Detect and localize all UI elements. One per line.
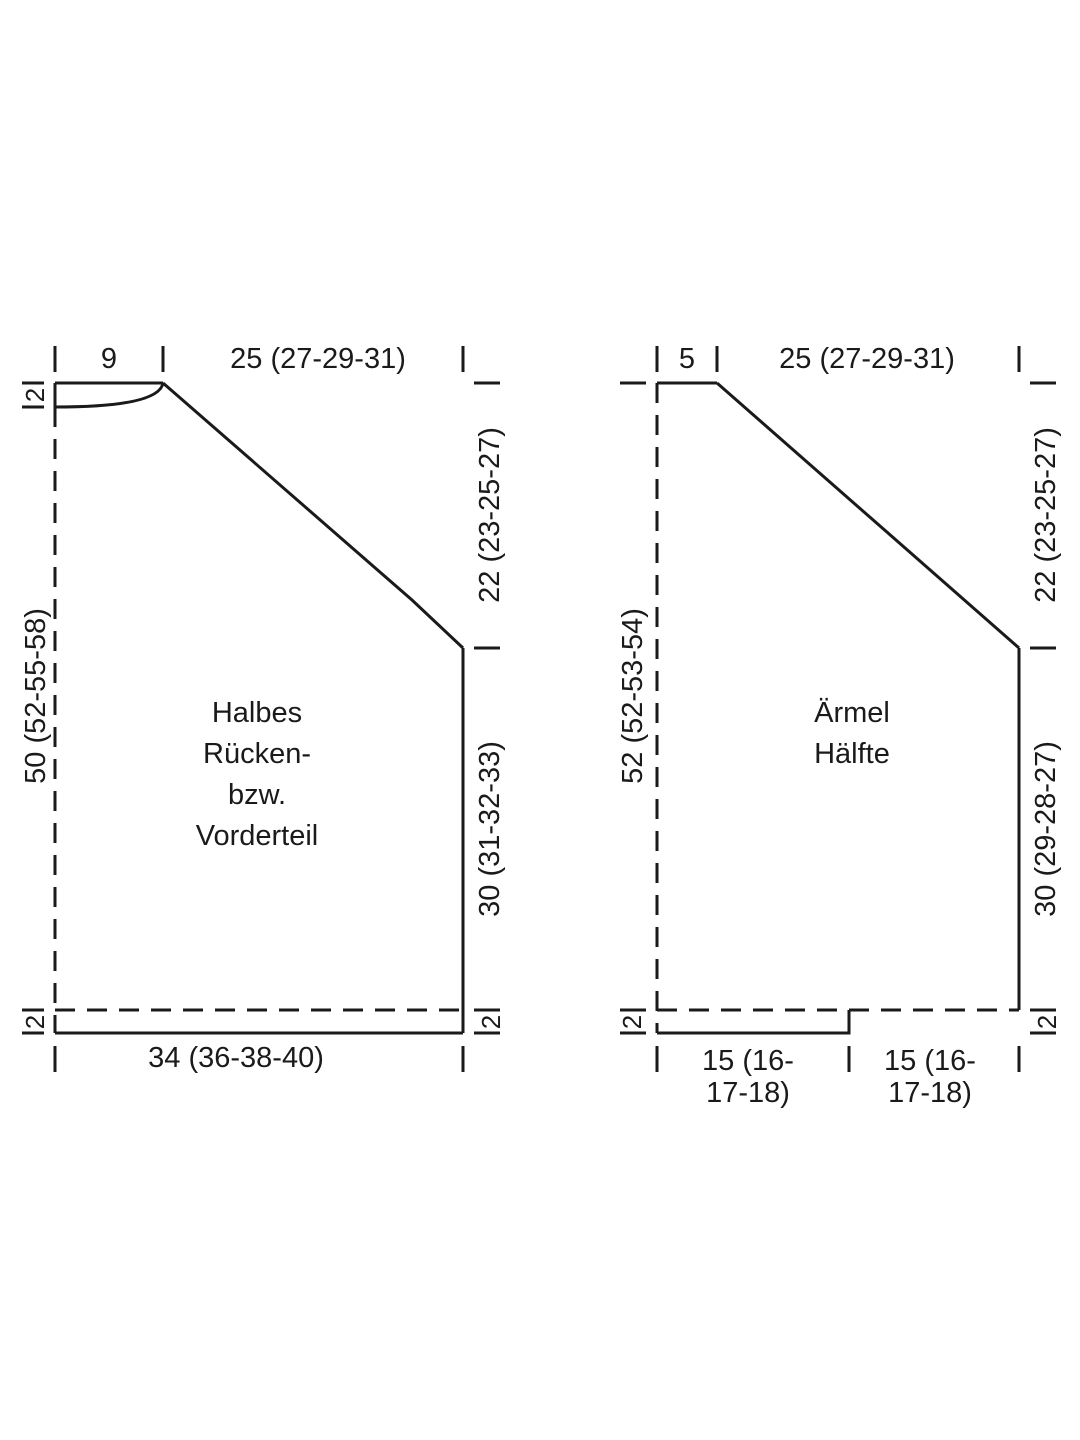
bottom-width-label: 34 (36-38-40) [148,1042,324,1074]
lower-right-height-label: 30 (29-28-27) [1030,741,1062,917]
back-front-piece: 9 25 (27-29-31) 34 (36-38-40) 50 (52-55-… [20,343,506,1074]
neck-depth-label: 2 [20,388,50,402]
bottom-right-width-label: 15 (16- [884,1045,976,1077]
bottom-left-width-label: 15 (16- [702,1045,794,1077]
top-left-width-label: 9 [101,343,117,375]
bottom-left-width-label: 17-18) [706,1077,790,1109]
hem-right-label: 2 [476,1015,506,1029]
sleeve-cap-slope [716,381,1020,650]
hem-left-label: 2 [20,1015,50,1029]
total-height-label: 52 (52-53-54) [617,608,649,784]
upper-right-height-label: 22 (23-25-27) [1030,427,1062,603]
neck-curve [54,382,165,409]
piece-label-line: Halbes [212,697,302,729]
shoulder-slope [162,381,465,650]
total-height-label: 50 (52-55-58) [20,608,52,784]
hem-right-label: 2 [1032,1015,1062,1029]
piece-label-line: Ärmel [814,697,890,729]
piece-label-line: Vorderteil [196,820,319,852]
top-right-width-label: 25 (27-29-31) [779,343,955,375]
upper-right-height-label: 22 (23-25-27) [474,427,506,603]
top-right-width-label: 25 (27-29-31) [230,343,406,375]
piece-label-line: bzw. [228,779,286,811]
piece-label-line: Rücken- [203,738,311,770]
lower-right-height-label: 30 (31-32-33) [474,741,506,917]
bottom-right-width-label: 17-18) [888,1077,972,1109]
piece-label-line: Hälfte [814,738,890,770]
hem-left-label: 2 [617,1015,647,1029]
sleeve-piece: 5 25 (27-29-31) 15 (16- 17-18) 15 (16- 1… [617,343,1062,1109]
top-left-width-label: 5 [679,343,695,375]
sleeve-cuff-step [657,1010,851,1035]
